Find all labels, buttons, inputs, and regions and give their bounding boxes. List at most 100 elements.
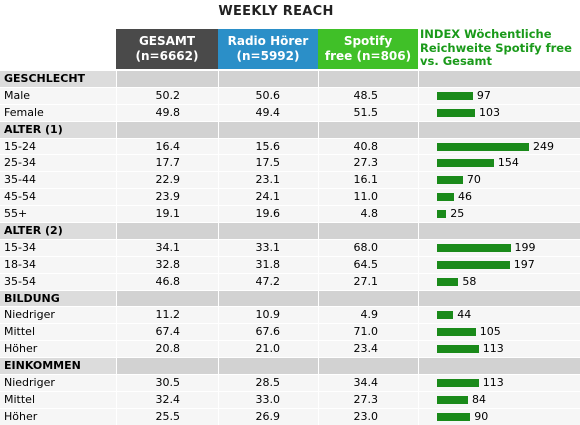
column-separator xyxy=(418,290,419,307)
value-gesamt: 20.8 xyxy=(155,342,181,356)
section-row-block xyxy=(218,358,318,375)
column-separator xyxy=(116,341,117,358)
section-row-block xyxy=(116,71,218,87)
column-separator xyxy=(116,223,117,239)
value-gesamt: 67.4 xyxy=(155,325,181,339)
value-radio: 49.4 xyxy=(255,105,281,119)
column-separator xyxy=(116,138,117,155)
column-separator xyxy=(318,324,319,341)
table-row: Höher 20.8 21.0 23.4 113 xyxy=(0,341,580,359)
section-label: BILDUNG xyxy=(4,291,60,305)
index-bar-label: 105 xyxy=(479,325,501,339)
index-cell: 105 xyxy=(420,324,580,340)
row-label: 15-34 xyxy=(4,240,36,254)
section-row-block xyxy=(318,358,418,375)
section-row-block xyxy=(116,290,218,307)
value-radio: 23.1 xyxy=(255,173,281,187)
section-row-block xyxy=(318,121,418,138)
column-separator xyxy=(318,256,319,273)
column-separator xyxy=(218,104,219,121)
column-separator xyxy=(418,375,419,391)
column-separator xyxy=(218,223,219,239)
column-separator xyxy=(218,239,219,256)
column-separator xyxy=(116,189,117,206)
index-cell: 197 xyxy=(420,257,580,273)
column-separator xyxy=(116,391,117,408)
section-label: ALTER (1) xyxy=(4,122,63,136)
column-separator xyxy=(318,71,319,87)
row-label: Female xyxy=(4,105,44,119)
section-row-block xyxy=(418,121,580,138)
row-label: 55+ xyxy=(4,207,28,221)
section-row-block xyxy=(418,223,580,239)
index-cell: 249 xyxy=(420,139,580,155)
column-separator xyxy=(318,206,319,223)
index-bar xyxy=(437,176,463,185)
row-label: 18-34 xyxy=(4,257,36,271)
column-separator xyxy=(218,206,219,223)
index-bar-label: 249 xyxy=(533,139,554,153)
column-separator xyxy=(218,189,219,206)
value-spotify: 48.5 xyxy=(353,88,379,102)
index-cell: 46 xyxy=(420,189,580,205)
column-separator xyxy=(218,273,219,290)
column-separator xyxy=(116,290,117,307)
index-bar xyxy=(437,91,473,100)
index-bar xyxy=(437,412,471,421)
index-bar xyxy=(437,345,479,354)
row-label: Mittel xyxy=(4,325,35,339)
column-separator xyxy=(418,206,419,223)
value-radio: 19.6 xyxy=(255,207,281,221)
column-separator xyxy=(418,172,419,189)
section-row-block xyxy=(418,71,580,87)
reach-table: GESCHLECHT Male 50.2 50.6 48.5 97 Female 49.8 49… xyxy=(0,71,580,425)
row-label: Mittel xyxy=(4,392,35,406)
index-bar-label: 46 xyxy=(457,190,472,204)
index-bar xyxy=(437,210,447,219)
index-bar-label: 25 xyxy=(450,207,465,221)
row-label: 25-34 xyxy=(4,156,36,170)
section-label: GESCHLECHT xyxy=(4,72,86,85)
column-separator xyxy=(318,408,319,425)
value-spotify: 23.0 xyxy=(353,409,379,423)
section-row: ALTER (2) xyxy=(0,223,580,240)
row-label: 35-54 xyxy=(4,274,36,288)
row-label: Niedriger xyxy=(4,376,55,390)
value-radio: 50.6 xyxy=(255,88,281,102)
value-gesamt: 34.1 xyxy=(155,240,181,254)
section-row-block xyxy=(418,358,580,375)
section-row-block xyxy=(116,121,218,138)
table-row: 15-34 34.1 33.1 68.0 199 xyxy=(0,239,580,257)
index-bar xyxy=(437,142,529,151)
table-row: 45-54 23.9 24.1 11.0 46 xyxy=(0,189,580,207)
column-separator xyxy=(418,87,419,104)
row-label: Höher xyxy=(4,342,38,356)
column-separator xyxy=(116,121,117,138)
column-separator xyxy=(218,324,219,341)
row-label: 15-24 xyxy=(4,139,36,153)
column-separator xyxy=(116,155,117,172)
value-spotify: 27.3 xyxy=(353,156,379,170)
column-header-gesamt-line2: (n=6662) xyxy=(135,49,199,63)
column-separator xyxy=(318,290,319,307)
index-bar xyxy=(437,311,454,320)
table-row: Mittel 32.4 33.0 27.3 84 xyxy=(0,391,580,409)
index-cell: 97 xyxy=(420,88,580,104)
index-bar-label: 70 xyxy=(466,173,481,187)
column-header-index-line3: vs. Gesamt xyxy=(420,54,493,68)
value-gesamt: 46.8 xyxy=(155,274,181,288)
value-gesamt: 32.8 xyxy=(155,257,181,271)
column-header-index-line1: INDEX Wöchentliche xyxy=(420,27,552,41)
column-separator xyxy=(318,138,319,155)
column-separator xyxy=(218,155,219,172)
value-gesamt: 16.4 xyxy=(155,139,181,153)
column-separator xyxy=(218,307,219,324)
table-row: 35-44 22.9 23.1 16.1 70 xyxy=(0,172,580,190)
value-radio: 24.1 xyxy=(255,190,281,204)
value-spotify: 51.5 xyxy=(353,105,379,119)
column-separator xyxy=(418,391,419,408)
column-separator xyxy=(318,172,319,189)
section-row-block xyxy=(318,290,418,307)
column-separator xyxy=(116,408,117,425)
column-separator xyxy=(318,341,319,358)
